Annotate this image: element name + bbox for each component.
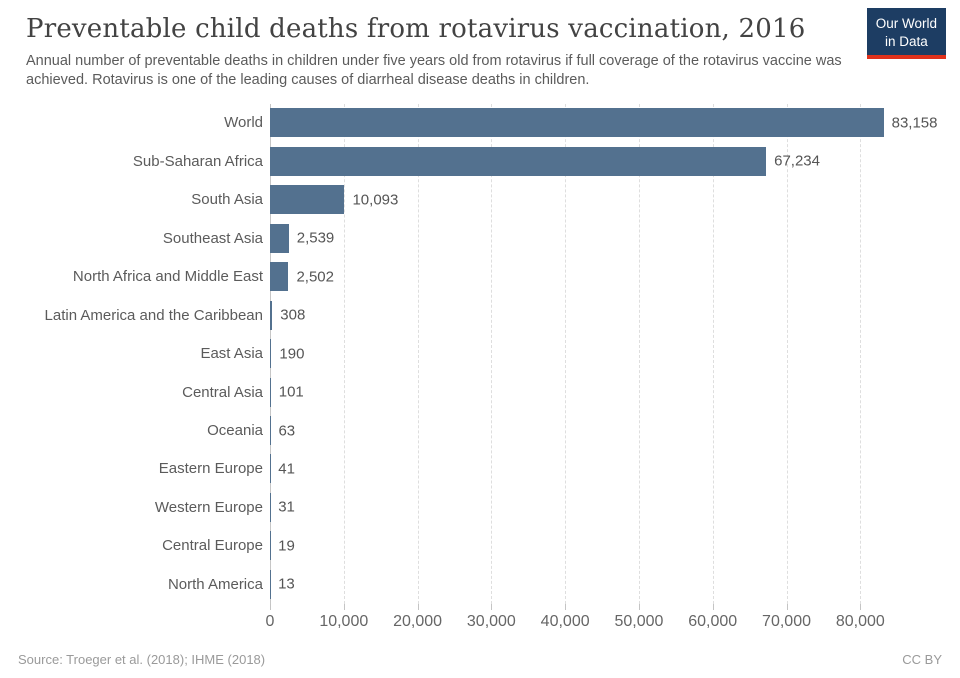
bar-row: Eastern Europe 41 xyxy=(0,450,960,488)
bar-area: 31 xyxy=(270,492,960,522)
bar-row: Central Europe 19 xyxy=(0,527,960,565)
bar-value-label: 19 xyxy=(278,537,295,555)
bar-value-label: 2,502 xyxy=(296,268,334,286)
gridline xyxy=(417,103,419,604)
category-label: East Asia xyxy=(200,345,263,363)
chart-footer: Source: Troeger et al. (2018); IHME (201… xyxy=(0,640,960,678)
bar-value-label: 31 xyxy=(278,498,295,516)
tick-mark xyxy=(860,603,862,610)
owid-logo-line2: in Data xyxy=(884,33,928,49)
gridline xyxy=(638,103,640,604)
category-label: North America xyxy=(167,575,263,593)
source-note: Source: Troeger et al. (2018); IHME (201… xyxy=(18,651,266,667)
bar-chart: World 83,158 Sub-Saharan Africa 67,234 South… xyxy=(0,103,960,604)
bar-value-label: 101 xyxy=(278,383,304,401)
x-tick-label: 30,000 xyxy=(466,612,516,630)
owid-logo-line1: Our World xyxy=(875,16,937,31)
category-label: South Asia xyxy=(191,191,263,209)
bar-area: 19 xyxy=(270,531,960,561)
bar-row: Oceania 63 xyxy=(0,411,960,449)
bar-area: 10,093 xyxy=(270,185,960,215)
chart-header: Preventable child deaths from rotavirus … xyxy=(0,0,960,90)
bar[interactable] xyxy=(270,223,289,253)
category-label: Central Europe xyxy=(162,537,263,555)
bar-row: East Asia 190 xyxy=(0,334,960,372)
x-tick-label: 10,000 xyxy=(319,612,369,630)
bar-value-label: 63 xyxy=(278,422,296,440)
x-tick-label: 60,000 xyxy=(688,612,738,630)
bar-value-label: 10,093 xyxy=(352,191,399,209)
gridline xyxy=(712,103,714,604)
bar[interactable] xyxy=(270,262,289,292)
gridline xyxy=(786,103,788,604)
bar-area: 13 xyxy=(270,569,960,599)
bar-value-label: 67,234 xyxy=(774,152,820,170)
x-tick-label: 80,000 xyxy=(835,612,885,630)
bar-row: North Africa and Middle East 2,502 xyxy=(0,258,960,296)
x-tick-label: 40,000 xyxy=(540,612,590,630)
tick-mark xyxy=(270,603,271,610)
chart-title: Preventable child deaths from rotavirus … xyxy=(26,14,806,44)
bar[interactable] xyxy=(270,300,273,330)
tick-mark xyxy=(491,603,493,610)
tick-mark xyxy=(712,603,714,610)
chart-main: World 83,158 Sub-Saharan Africa 67,234 South… xyxy=(0,103,960,640)
gridline xyxy=(860,103,862,604)
bar-area: 2,502 xyxy=(270,262,960,292)
gridline xyxy=(565,103,567,604)
bar-area: 67,234 xyxy=(270,146,960,176)
bar-row: Southeast Asia 2,539 xyxy=(0,219,960,257)
license-link[interactable]: CC BY xyxy=(902,651,942,667)
chart-subtitle: Annual number of preventable deaths in c… xyxy=(26,53,842,88)
bar-value-label: 308 xyxy=(280,306,306,324)
bar-value-label: 190 xyxy=(279,345,305,363)
bar[interactable] xyxy=(270,377,271,407)
bar[interactable] xyxy=(270,339,272,369)
bar-row: South Asia 10,093 xyxy=(0,181,960,219)
category-label: Sub-Saharan Africa xyxy=(132,152,263,170)
bar-value-label: 2,539 xyxy=(296,229,335,247)
bar-row: Western Europe 31 xyxy=(0,488,960,526)
bar-area: 83,158 xyxy=(270,108,960,138)
tick-mark xyxy=(343,603,345,610)
category-label: Southeast Asia xyxy=(162,229,263,247)
category-label: Eastern Europe xyxy=(158,460,263,478)
category-label: Central Asia xyxy=(182,383,263,401)
category-label: Latin America and the Caribbean xyxy=(44,306,263,324)
bar-area: 308 xyxy=(270,300,960,330)
bar-row: North America 13 xyxy=(0,565,960,603)
bar-area: 101 xyxy=(270,377,960,407)
bar-area: 190 xyxy=(270,339,960,369)
x-tick-label: 70,000 xyxy=(762,612,811,630)
category-label: Western Europe xyxy=(154,498,263,516)
bar-value-label: 13 xyxy=(278,575,295,593)
bar-row: Sub-Saharan Africa 67,234 xyxy=(0,142,960,180)
bar-area: 63 xyxy=(270,416,960,446)
tick-mark xyxy=(786,603,788,610)
tick-mark xyxy=(417,603,419,610)
bar-area: 2,539 xyxy=(270,223,960,253)
category-label: North Africa and Middle East xyxy=(72,268,263,286)
x-tick-label: 50,000 xyxy=(614,612,664,630)
x-tick-label: 0 xyxy=(265,612,275,630)
category-label: Oceania xyxy=(207,422,263,440)
category-label: World xyxy=(224,114,263,132)
bar-area: 41 xyxy=(270,454,960,484)
x-tick-label: 20,000 xyxy=(393,612,443,630)
gridline xyxy=(343,103,345,604)
bar-row: Latin America and the Caribbean 308 xyxy=(0,296,960,334)
bar-row: Central Asia 101 xyxy=(0,373,960,411)
bar-value-label: 83,158 xyxy=(891,114,938,132)
tick-mark xyxy=(565,603,567,610)
bar[interactable] xyxy=(270,108,884,138)
bar-value-label: 41 xyxy=(278,460,295,478)
bar-row: World 83,158 xyxy=(0,104,960,142)
x-axis: 0 10,000 20,000 30,000 40,000 50,000 60,000 70,… xyxy=(0,603,960,640)
gridline xyxy=(491,103,493,604)
bar[interactable] xyxy=(270,185,345,215)
owid-logo[interactable]: Our World in Data xyxy=(866,8,946,60)
tick-mark xyxy=(638,603,640,610)
bar[interactable] xyxy=(270,146,767,176)
